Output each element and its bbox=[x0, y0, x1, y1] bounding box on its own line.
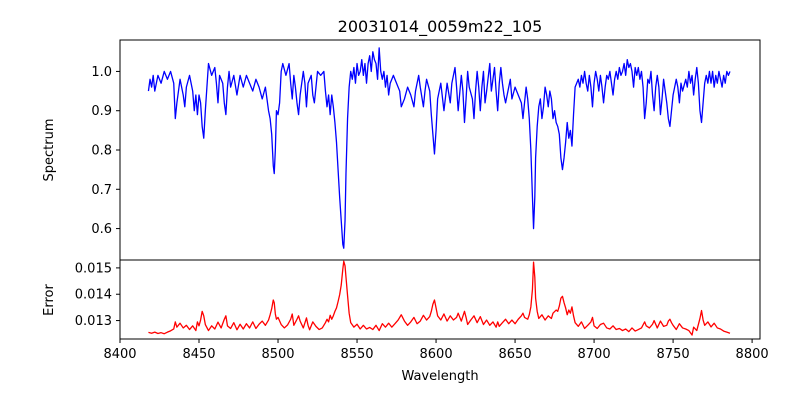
wavelength-x-tick-label: 8450 bbox=[182, 347, 215, 362]
error-panel: 0.013 0.014 0.015 8400 8450 8500 8550 8600 8650… bbox=[42, 259, 769, 384]
spectrum-panel: 0.6 0.7 0.8 0.9 1.0 Spectrum bbox=[42, 39, 761, 261]
spectrum-y-tick-label: 0.8 bbox=[91, 144, 112, 159]
spectrum-y-tick-label: 0.6 bbox=[91, 222, 112, 237]
error-y-tick-label: 0.015 bbox=[75, 261, 112, 276]
wavelength-x-tick-label: 8750 bbox=[657, 347, 690, 362]
error-series bbox=[148, 260, 731, 336]
error-line-0 bbox=[148, 260, 731, 336]
error-y-tick-label: 0.014 bbox=[75, 288, 112, 303]
spectrum-y-tick-label: 0.9 bbox=[91, 104, 112, 119]
spectrum-y-tick-label: 0.7 bbox=[91, 183, 112, 198]
error-x-ticks: 8400 8450 8500 8550 8600 8650 8700 8750 8800 bbox=[103, 339, 769, 362]
spectrum-y-axis-label: Spectrum bbox=[42, 119, 57, 182]
wavelength-x-tick-label: 8500 bbox=[261, 347, 294, 362]
error-plot-area bbox=[120, 260, 760, 339]
error-axes-frame bbox=[119, 259, 761, 340]
wavelength-x-tick-label: 8550 bbox=[340, 347, 373, 362]
wavelength-x-tick-label: 8600 bbox=[420, 347, 453, 362]
chart-title: 20031014_0059m22_105 bbox=[338, 17, 543, 37]
error-y-ticks: 0.013 0.014 0.015 bbox=[75, 261, 120, 329]
spectrum-y-tick-label: 1.0 bbox=[91, 65, 112, 80]
wavelength-x-tick-label: 8650 bbox=[499, 347, 532, 362]
wavelength-x-tick-label: 8400 bbox=[103, 347, 136, 362]
spectrum-y-ticks: 0.6 0.7 0.8 0.9 1.0 bbox=[91, 65, 120, 237]
spectrum-plot-area bbox=[120, 40, 760, 260]
spectrum-series bbox=[147, 47, 731, 249]
wavelength-x-tick-label: 8800 bbox=[736, 347, 769, 362]
error-y-tick-label: 0.013 bbox=[75, 314, 112, 329]
wavelength-x-tick-label: 8700 bbox=[578, 347, 611, 362]
error-y-axis-label: Error bbox=[42, 284, 57, 316]
x-axis-label: Wavelength bbox=[401, 369, 478, 384]
spectrum-line-0 bbox=[147, 47, 731, 249]
